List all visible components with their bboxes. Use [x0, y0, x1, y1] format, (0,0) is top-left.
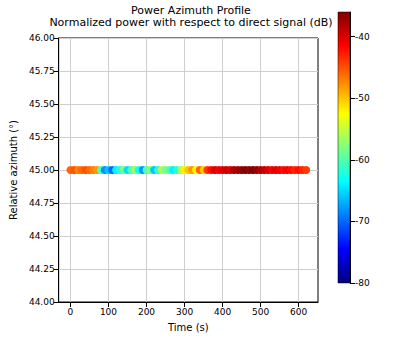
svg-text:500: 500 [252, 307, 269, 317]
svg-text:44.50: 44.50 [29, 231, 55, 241]
svg-text:-50: -50 [355, 93, 370, 103]
svg-text:-40: -40 [355, 32, 370, 42]
svg-text:200: 200 [138, 307, 155, 317]
svg-text:46.00: 46.00 [29, 33, 55, 43]
svg-text:-60: -60 [355, 155, 370, 165]
svg-text:44.75: 44.75 [29, 198, 55, 208]
svg-text:45.00: 45.00 [29, 165, 55, 175]
svg-text:45.75: 45.75 [29, 66, 55, 76]
svg-text:Relative azimuth (°): Relative azimuth (°) [8, 120, 19, 220]
svg-text:100: 100 [100, 307, 117, 317]
svg-text:Power Azimuth Profile: Power Azimuth Profile [131, 4, 251, 17]
svg-text:300: 300 [176, 307, 193, 317]
svg-text:-80: -80 [355, 278, 370, 288]
svg-text:Time (s): Time (s) [167, 322, 209, 333]
svg-text:0: 0 [68, 307, 74, 317]
svg-text:400: 400 [214, 307, 231, 317]
svg-text:44.25: 44.25 [29, 264, 55, 274]
svg-text:45.25: 45.25 [29, 132, 55, 142]
svg-text:Normalized power with respect: Normalized power with respect to direct … [49, 16, 332, 29]
svg-text:-70: -70 [355, 216, 370, 226]
svg-text:600: 600 [290, 307, 307, 317]
svg-text:44.00: 44.00 [29, 297, 55, 307]
svg-text:45.50: 45.50 [29, 99, 55, 109]
